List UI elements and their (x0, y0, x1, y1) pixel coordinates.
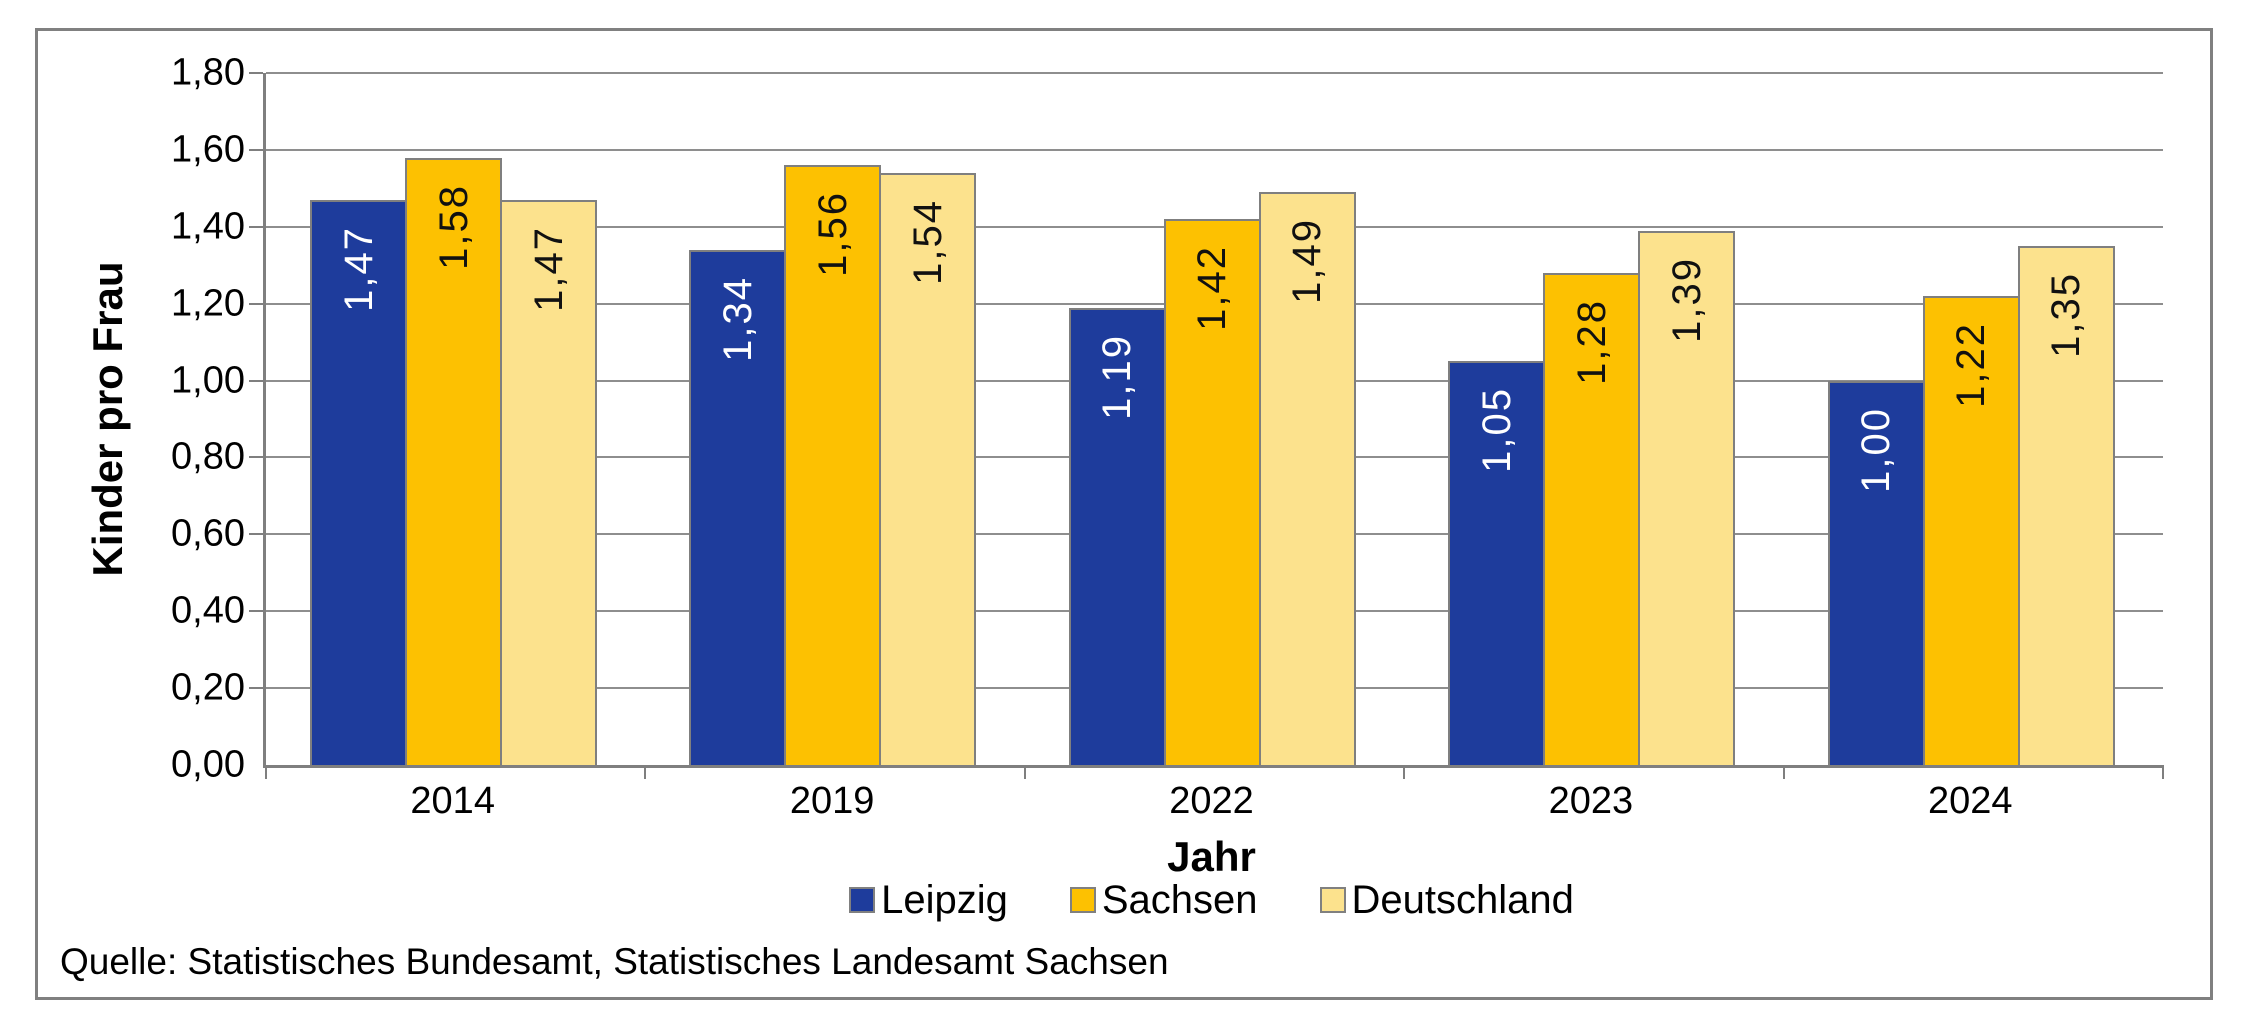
bar-value-label: 1,34 (715, 275, 760, 362)
bar-value-label: 1,19 (1095, 333, 1140, 420)
bar-sachsen-2014: 1,58 (405, 157, 502, 765)
y-tick-label: 1,20 (171, 282, 245, 325)
legend-item-sachsen: Sachsen (1069, 878, 1258, 922)
x-tick-label-2023: 2023 (1548, 780, 1634, 822)
y-tick-label: 0,60 (171, 512, 245, 555)
bar-value-label: 1,47 (336, 225, 381, 312)
y-tick-mark (249, 533, 263, 536)
bar-value-label: 1,58 (431, 183, 476, 270)
y-tick-mark (249, 148, 263, 151)
y-tick-mark (249, 72, 263, 74)
plot-area: 1,47 1,58 1,47 1,34 1,56 1,54 1,19 1,42 1,49 1,05… (249, 72, 2164, 779)
bar-group-2023: 1,05 1,28 1,39 (1404, 73, 1783, 765)
bar-deutschland-2022: 1,49 (1258, 192, 1356, 765)
bar-value-label: 1,28 (1569, 298, 1614, 385)
x-axis-title: Jahr (1167, 833, 1256, 880)
legend-label: Deutschland (1351, 878, 1574, 922)
bar-sachsen-2023: 1,28 (1543, 272, 1641, 765)
source-note: Quelle: Statistisches Bundesamt, Statist… (60, 941, 1169, 982)
bar-leipzig-2019: 1,34 (689, 249, 787, 765)
legend-swatch-icon (1319, 887, 1346, 913)
bar-sachsen-2022: 1,42 (1163, 219, 1261, 765)
y-tick-mark (249, 610, 263, 613)
x-tick-label-2024: 2024 (1928, 780, 2013, 822)
bar-value-label: 1,22 (1949, 321, 1994, 408)
x-tick-label-2022: 2022 (1169, 780, 1254, 822)
bar-value-label: 1,54 (905, 198, 950, 285)
bar-value-label: 1,49 (1285, 218, 1330, 305)
bar-sachsen-2024: 1,22 (1922, 295, 2020, 765)
y-tick-label: 0,00 (171, 743, 245, 786)
bar-value-label: 1,00 (1854, 406, 1899, 493)
legend-item-leipzig: Leipzig (849, 880, 1008, 920)
x-tick-mark (1782, 765, 1785, 779)
x-tick-label-2019: 2019 (789, 780, 875, 822)
bar-group-2024: 1,00 1,22 1,35 (1784, 73, 2163, 765)
legend-item-deutschland: Deutschland (1319, 878, 1574, 922)
y-tick-label: 0,40 (171, 589, 245, 632)
bar-leipzig-2022: 1,19 (1068, 307, 1166, 765)
x-tick-mark (1023, 765, 1026, 779)
bar-value-label: 1,47 (526, 225, 571, 312)
bar-leipzig-2023: 1,05 (1448, 361, 1546, 765)
legend-swatch-icon (1069, 887, 1096, 913)
x-axis-tick-labels: 2014 2019 2022 2023 2024 (263, 780, 2160, 830)
bar-value-label: 1,05 (1474, 387, 1519, 474)
x-tick-mark (265, 765, 267, 779)
gridline-1,80 (266, 72, 2163, 74)
bar-deutschland-2014: 1,47 (500, 199, 597, 765)
bar-leipzig-2014: 1,47 (310, 199, 407, 765)
bar-sachsen-2019: 1,56 (784, 165, 882, 765)
y-tick-mark (249, 456, 263, 459)
y-axis-tick-labels: 0,00 0,20 0,40 0,60 0,80 1,00 1,20 1,40 1,60 1,80 (0, 52, 245, 786)
bar-deutschland-2019: 1,54 (879, 172, 977, 765)
bar-value-label: 1,56 (810, 191, 855, 278)
bar-group-2014: 1,47 1,58 1,47 (266, 73, 645, 765)
y-tick-label: 0,20 (171, 666, 245, 709)
bar-group-2019: 1,34 1,56 1,54 (645, 73, 1024, 765)
bar-group-2022: 1,19 1,42 1,49 (1025, 73, 1404, 765)
y-tick-label: 1,40 (171, 205, 245, 248)
x-tick-label-2014: 2014 (410, 780, 495, 822)
bar-value-label: 1,35 (2044, 272, 2089, 358)
bar-leipzig-2024: 1,00 (1827, 380, 1925, 765)
legend-label: Sachsen (1101, 878, 1258, 922)
y-tick-label: 1,00 (171, 359, 245, 402)
bar-deutschland-2024: 1,35 (2017, 246, 2115, 765)
x-tick-mark (1403, 765, 1406, 779)
legend: Leipzig Sachsen Deutschland (263, 880, 2160, 920)
y-tick-mark (249, 302, 263, 305)
gridline-1,60 (266, 148, 2163, 151)
y-tick-mark (249, 379, 263, 382)
legend-swatch-icon (849, 887, 876, 913)
x-tick-mark (2162, 765, 2164, 779)
bar-value-label: 1,39 (1664, 256, 1709, 343)
x-tick-mark (644, 765, 647, 779)
y-tick-mark (249, 687, 263, 690)
y-tick-label: 1,80 (171, 51, 245, 94)
y-tick-label: 0,80 (171, 435, 245, 478)
y-tick-label: 1,60 (171, 128, 245, 171)
bar-deutschland-2023: 1,39 (1638, 230, 1736, 765)
legend-label: Leipzig (881, 878, 1008, 922)
bar-value-label: 1,42 (1190, 245, 1235, 331)
y-tick-mark (249, 225, 263, 228)
